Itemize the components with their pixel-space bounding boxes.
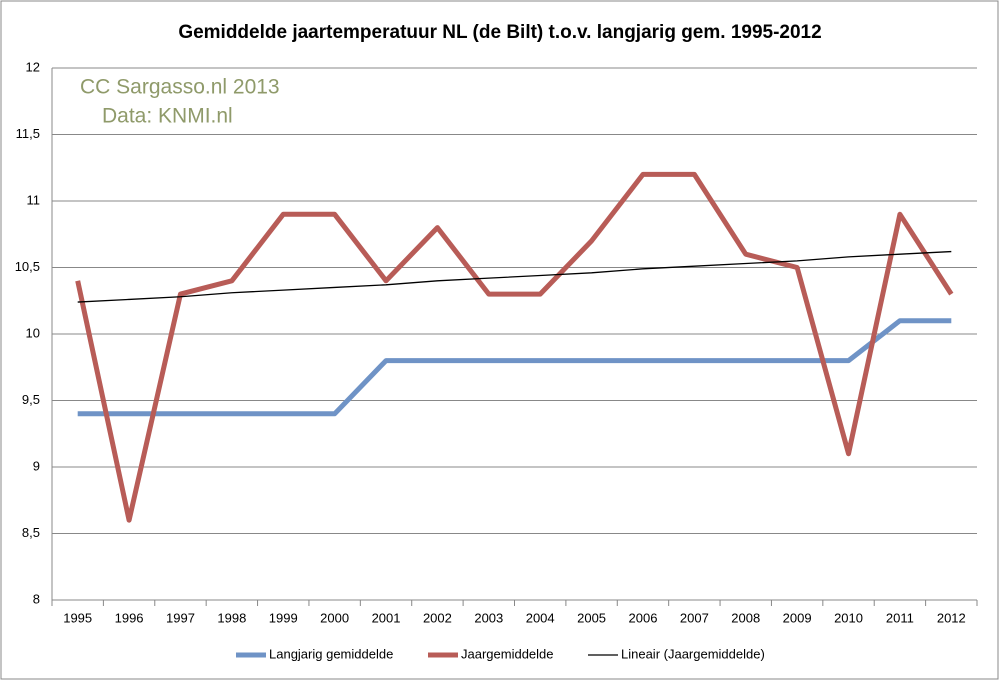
series-line bbox=[77, 250, 952, 303]
x-tick-label: 2003 bbox=[474, 610, 503, 625]
annotation: Data: KNMI.nl bbox=[102, 105, 233, 128]
x-tick-label: 2002 bbox=[423, 610, 452, 625]
y-tick-label: 8,5 bbox=[22, 525, 40, 540]
x-tick-label: 2005 bbox=[577, 610, 606, 625]
legend-label: Langjarig gemiddelde bbox=[269, 646, 393, 661]
y-tick-label: 9 bbox=[33, 458, 40, 473]
x-tick-label: 1995 bbox=[63, 610, 92, 625]
y-tick-label: 12 bbox=[26, 59, 40, 74]
x-tick-label: 2006 bbox=[629, 610, 658, 625]
y-tick-label: 9,5 bbox=[22, 392, 40, 407]
x-tick-label: 2007 bbox=[680, 610, 709, 625]
series-line bbox=[77, 318, 952, 417]
x-tick-label: 1998 bbox=[217, 610, 246, 625]
y-tick-label: 10 bbox=[26, 325, 40, 340]
x-tick-label: 2004 bbox=[526, 610, 555, 625]
series-line bbox=[75, 171, 954, 523]
x-tick-label: 2008 bbox=[731, 610, 760, 625]
x-tick-label: 2011 bbox=[886, 610, 914, 625]
x-tick-label: 1999 bbox=[269, 610, 298, 625]
y-tick-label: 10,5 bbox=[15, 259, 40, 274]
legend-label: Lineair (Jaargemiddelde) bbox=[621, 646, 765, 661]
y-tick-label: 11 bbox=[27, 192, 41, 207]
x-tick-label: 1996 bbox=[115, 610, 144, 625]
y-tick-label: 11,5 bbox=[16, 126, 40, 141]
x-tick-label: 2000 bbox=[320, 610, 349, 625]
x-tick-label: 2012 bbox=[937, 610, 966, 625]
x-tick-label: 2010 bbox=[834, 610, 863, 625]
legend-label: Jaargemiddelde bbox=[461, 646, 554, 661]
annotation: CC Sargasso.nl 2013 bbox=[80, 76, 280, 99]
x-tick-label: 2001 bbox=[372, 610, 401, 625]
y-tick-label: 8 bbox=[33, 591, 40, 606]
x-tick-label: 2009 bbox=[783, 610, 812, 625]
x-tick-label: 1997 bbox=[166, 610, 195, 625]
chart-title: Gemiddelde jaartemperatuur NL (de Bilt) … bbox=[178, 22, 821, 43]
